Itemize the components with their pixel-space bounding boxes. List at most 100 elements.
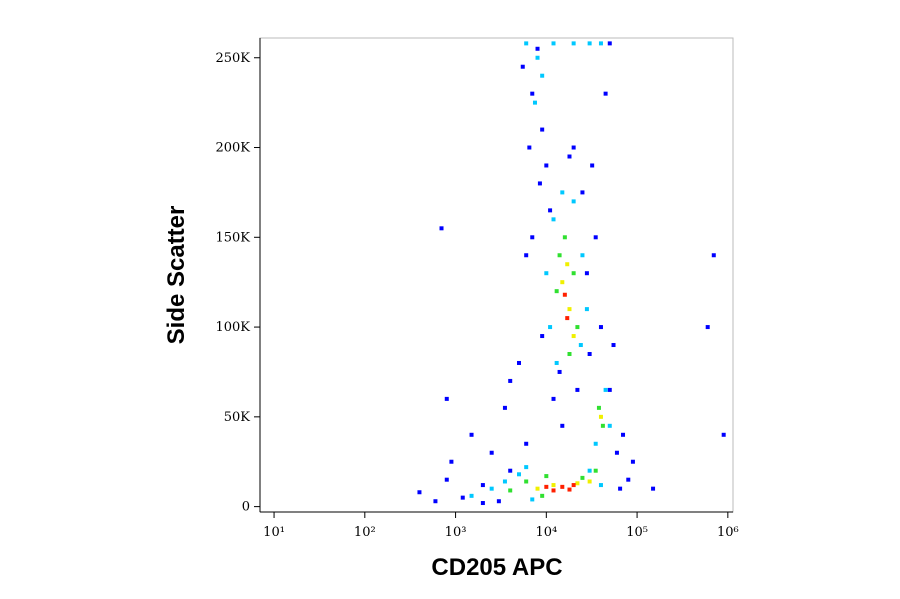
point [540, 493, 545, 498]
point [560, 280, 565, 285]
y-tick-label: 250K [215, 51, 250, 66]
point [593, 441, 598, 446]
y-tick-label: 0 [242, 500, 250, 515]
point [444, 396, 449, 401]
point [571, 334, 576, 339]
point [580, 475, 585, 480]
point [527, 145, 532, 150]
point [587, 468, 592, 473]
point [557, 253, 562, 258]
point [580, 190, 585, 195]
point [551, 483, 556, 488]
point [607, 387, 612, 392]
point [567, 487, 572, 492]
point [544, 163, 549, 168]
x-tick-label: 10⁶ [717, 525, 739, 540]
y-axis-title: Side Scatter [163, 206, 190, 345]
plot-frame [259, 37, 734, 513]
point [630, 459, 635, 464]
point [535, 55, 540, 60]
point [584, 307, 589, 312]
point [540, 73, 545, 78]
point [571, 145, 576, 150]
point [571, 483, 576, 488]
point [562, 235, 567, 240]
point [517, 360, 522, 365]
point [548, 325, 553, 330]
point [469, 432, 474, 437]
point [596, 405, 601, 410]
point [593, 235, 598, 240]
point [614, 450, 619, 455]
point [587, 41, 592, 46]
point [584, 271, 589, 276]
y-tick-label: 50K [224, 410, 251, 425]
point [575, 387, 580, 392]
point [502, 479, 507, 484]
point [449, 459, 454, 464]
point [571, 271, 576, 276]
point [560, 484, 565, 489]
point [524, 479, 529, 484]
x-axis-title: CD205 APC [431, 554, 562, 581]
point [489, 450, 494, 455]
point [560, 190, 565, 195]
point [560, 423, 565, 428]
point [587, 479, 592, 484]
x-tick-label: 10⁵ [626, 525, 648, 540]
point [554, 360, 559, 365]
point [532, 100, 537, 105]
point [721, 432, 726, 437]
point [544, 484, 549, 489]
point [535, 46, 540, 51]
point [520, 64, 525, 69]
point [535, 486, 540, 491]
point [607, 423, 612, 428]
point [580, 253, 585, 258]
point [524, 465, 529, 470]
point [417, 490, 422, 495]
point [530, 91, 535, 96]
point [508, 378, 513, 383]
point [621, 432, 626, 437]
point [551, 217, 556, 222]
point [530, 235, 535, 240]
y-tick-label: 150K [215, 230, 250, 245]
x-tick-label: 10⁴ [535, 525, 557, 540]
point [571, 41, 576, 46]
point [551, 396, 556, 401]
point [551, 488, 556, 493]
point [530, 497, 535, 502]
point [587, 352, 592, 356]
point [557, 369, 562, 374]
point [460, 495, 465, 500]
point [551, 41, 556, 46]
point [607, 41, 612, 46]
point [508, 488, 513, 493]
point [489, 486, 494, 491]
point [433, 499, 438, 504]
point [598, 414, 603, 419]
point [575, 325, 580, 330]
y-tick-label: 100K [215, 320, 250, 335]
point [565, 316, 570, 321]
point [567, 307, 572, 312]
point [524, 441, 529, 446]
point [480, 501, 485, 506]
point [524, 253, 529, 258]
point [598, 483, 603, 488]
point [439, 226, 444, 231]
point [578, 343, 583, 348]
point [571, 199, 576, 204]
point [711, 253, 716, 258]
y-tick-label: 200K [215, 141, 250, 156]
point [705, 325, 710, 330]
point [480, 483, 485, 488]
x-tick-label: 10³ [445, 525, 467, 540]
point [554, 289, 559, 294]
point [517, 472, 522, 477]
point [469, 493, 474, 498]
point [496, 499, 501, 504]
